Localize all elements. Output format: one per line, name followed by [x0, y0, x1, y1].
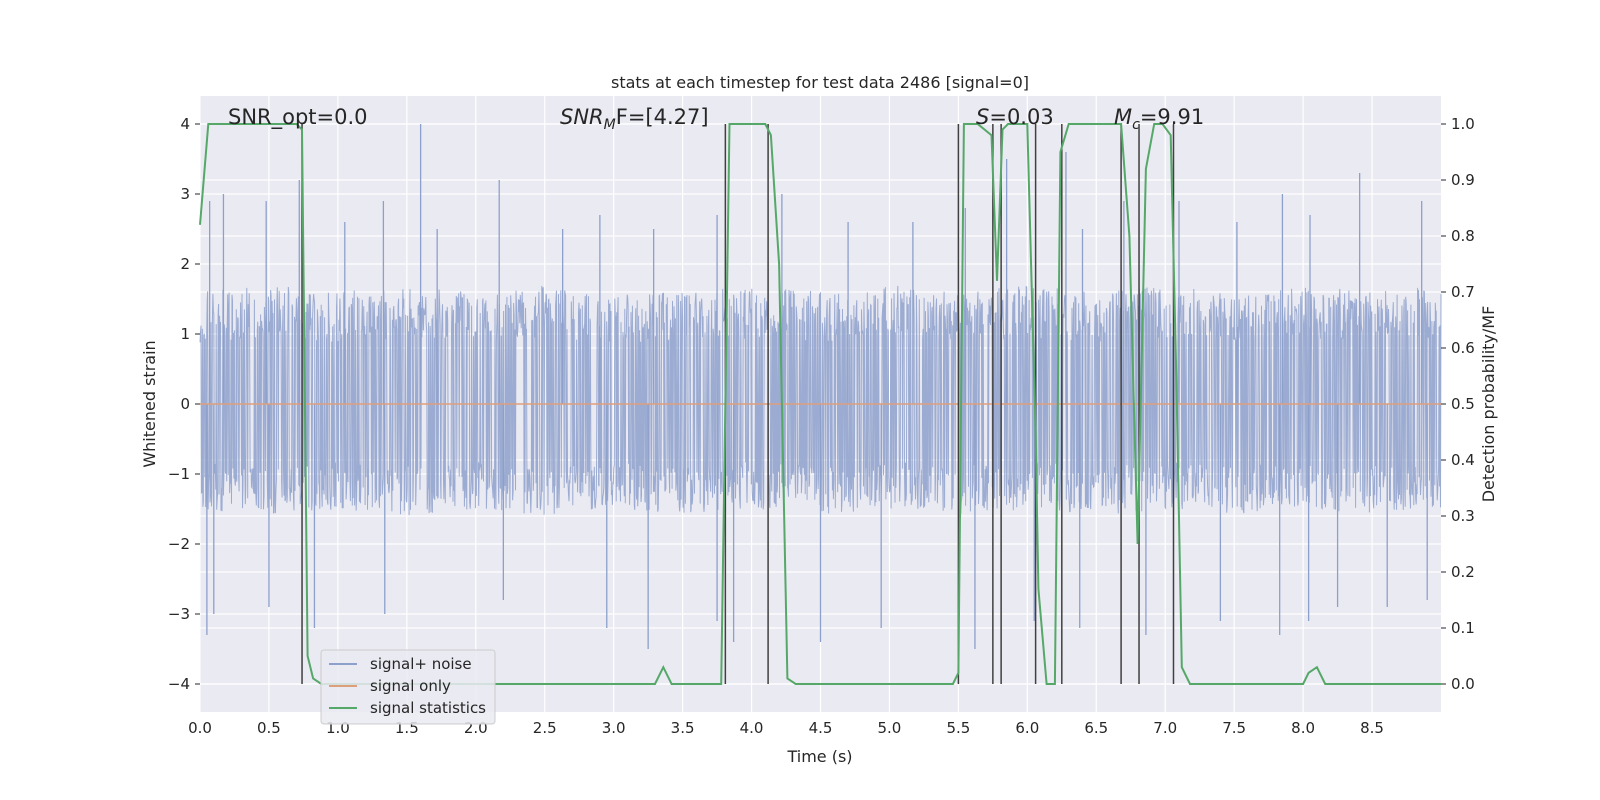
x-tick-label: 0.5 — [257, 719, 281, 737]
x-axis-ticks: 0.0 0.5 1.0 1.5 2.0 2.5 3.0 3.5 4.0 4.5 5.0 5.5 6.0 6… — [188, 719, 1384, 737]
x-tick-label: 6.0 — [1015, 719, 1039, 737]
x-tick-label: 8.5 — [1360, 719, 1384, 737]
x-tick-label: 5.0 — [878, 719, 902, 737]
annotation-s-value: =0.03 — [989, 105, 1053, 129]
right-y-tick-label: 0.5 — [1451, 395, 1475, 413]
annotation-snr-opt: SNR_opt=0.0 — [228, 105, 368, 130]
x-tick-label: 0.0 — [188, 719, 212, 737]
right-y-tick-label: 0.1 — [1451, 619, 1475, 637]
annotation-s-symbol: S — [976, 105, 989, 129]
y-axis-ticks: −4 −3 −2 −1 0 1 2 3 4 — [168, 115, 200, 693]
right-y-tick-label: 0.8 — [1451, 227, 1475, 245]
annotation-snr-mf-sub: M — [604, 117, 616, 133]
y-tick-label: 0 — [180, 395, 190, 413]
right-y-tick-label: 1.0 — [1451, 115, 1475, 133]
right-y-tick-label: 0.7 — [1451, 283, 1475, 301]
x-tick-label: 2.5 — [533, 719, 557, 737]
annotation-snr-mf-tail: F=[4.27] — [616, 105, 709, 129]
noise-trace — [199, 285, 1442, 516]
legend: signal+ noise signal only signal statist… — [320, 649, 496, 725]
series-signal-plus-noise — [199, 124, 1442, 649]
y-tick-label: −3 — [168, 605, 190, 623]
x-tick-label: 4.5 — [809, 719, 833, 737]
annotation-snr-mf: SNRMF=[4.27] — [560, 105, 709, 133]
chart-title: stats at each timestep for test data 248… — [611, 73, 1029, 92]
x-tick-label: 7.5 — [1222, 719, 1246, 737]
x-tick-label: 4.0 — [740, 719, 764, 737]
y-tick-label: 2 — [180, 255, 190, 273]
y-tick-label: 1 — [180, 325, 190, 343]
x-tick-label: 3.5 — [671, 719, 695, 737]
annotation-mc-value: =9.91 — [1140, 105, 1204, 129]
right-y-tick-label: 0.3 — [1451, 507, 1475, 525]
series-signal-statistics — [199, 123, 1441, 685]
x-tick-label: 8.0 — [1291, 719, 1315, 737]
x-tick-label: 5.5 — [946, 719, 970, 737]
right-y-tick-label: 0.4 — [1451, 451, 1475, 469]
plot-area — [199, 96, 1442, 712]
y-tick-label: −4 — [168, 675, 190, 693]
right-y-tick-label: 0.2 — [1451, 563, 1475, 581]
y-tick-label: −1 — [168, 465, 190, 483]
right-y-axis-label: Detection probability/MF — [1479, 306, 1498, 503]
y-tick-label: 4 — [180, 115, 190, 133]
legend-box — [320, 649, 496, 725]
y-tick-label: −2 — [168, 535, 190, 553]
annotation-mc: Mc=9.91 — [1114, 105, 1204, 133]
annotation-mc-base: M — [1114, 105, 1132, 129]
x-tick-label: 7.0 — [1153, 719, 1177, 737]
legend-label-signal-statistics: signal statistics — [370, 699, 486, 717]
x-tick-label: 6.5 — [1084, 719, 1108, 737]
annotation-s: S=0.03 — [976, 105, 1054, 129]
y-axis-label: Whitened strain — [140, 340, 159, 467]
x-tick-label: 3.0 — [602, 719, 626, 737]
right-y-axis-ticks: 0.0 0.1 0.2 0.3 0.4 0.5 0.6 0.7 0.8 0.9 1.0 — [1441, 115, 1475, 693]
legend-label-signal-only: signal only — [370, 677, 451, 695]
right-y-tick-label: 0.0 — [1451, 675, 1475, 693]
right-y-tick-label: 0.6 — [1451, 339, 1475, 357]
y-tick-label: 3 — [180, 185, 190, 203]
x-axis-label: Time (s) — [786, 747, 852, 766]
annotation-mc-sub: c — [1132, 117, 1140, 133]
annotation-snr-mf-base: SNR — [560, 105, 604, 129]
signal-statistics-line — [199, 123, 1441, 685]
legend-label-signal-plus-noise: signal+ noise — [370, 655, 472, 673]
right-y-tick-label: 0.9 — [1451, 171, 1475, 189]
